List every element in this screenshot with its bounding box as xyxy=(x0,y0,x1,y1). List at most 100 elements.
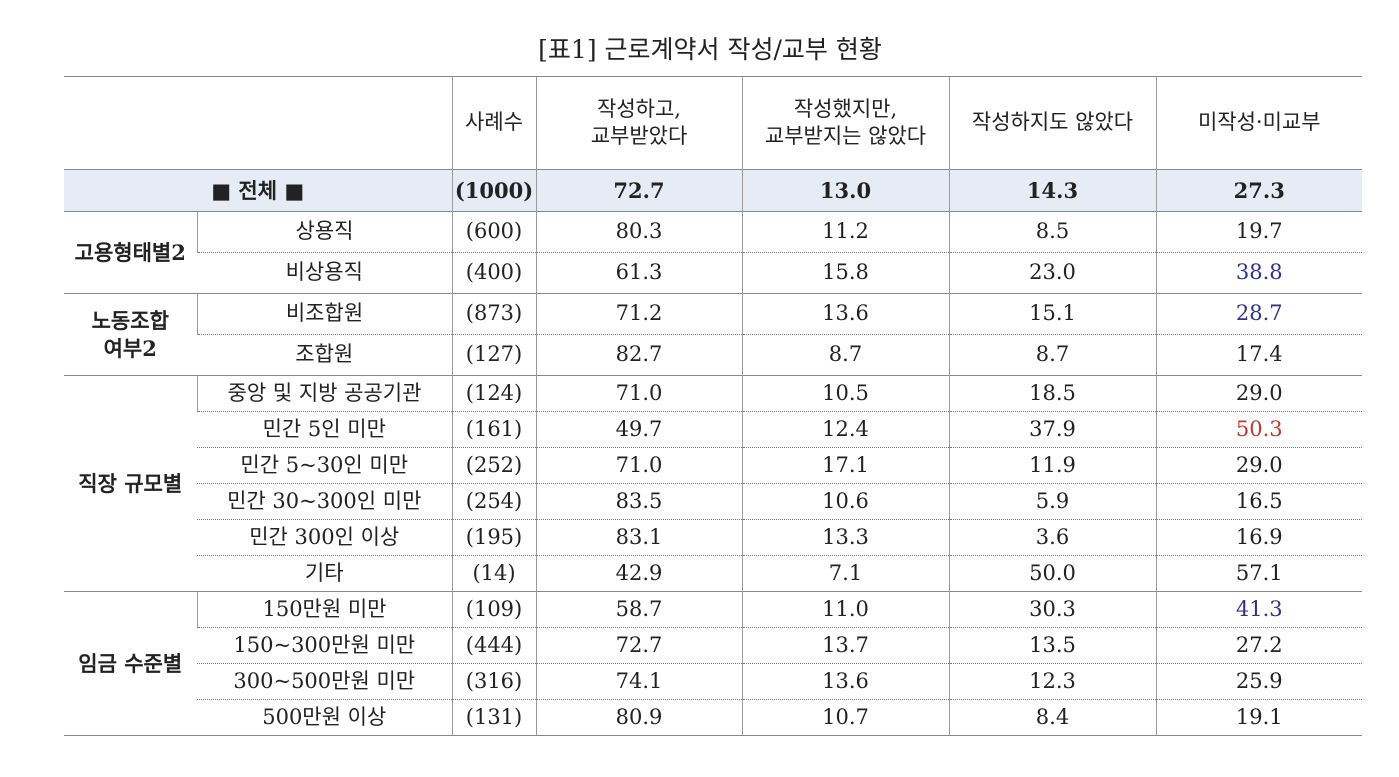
cell: (1000) xyxy=(451,169,536,212)
cell: 10.6 xyxy=(741,483,949,520)
cell: 10.5 xyxy=(741,375,949,412)
group-label: 노동조합 여부2 xyxy=(64,293,197,376)
cell: (14) xyxy=(451,555,536,592)
cell: 61.3 xyxy=(535,252,742,294)
column-header: 미작성·미교부 xyxy=(1155,76,1362,170)
row-label: 중앙 및 지방 공공기관 xyxy=(196,375,452,412)
cell: 41.3 xyxy=(1155,591,1362,628)
cell: 19.1 xyxy=(1155,699,1362,736)
cell: 12.3 xyxy=(948,663,1156,700)
cell: 37.9 xyxy=(948,411,1156,448)
row-label: 민간 5~30인 미만 xyxy=(197,447,452,484)
data-row: 직장 규모별 중앙 및 지방 공공기관 (124) 71.0 10.5 18.5 29.0 xyxy=(64,375,1362,592)
data-row: 민간 5~30인 미만 (252) 71.0 17.1 11.9 29.0 xyxy=(64,447,1362,484)
cell: 29.0 xyxy=(1155,375,1362,412)
data-row: 민간 5인 미만 (161) 49.7 12.4 37.9 50.3 xyxy=(64,411,1362,448)
cell: 13.6 xyxy=(741,663,949,700)
column-header: 작성하지도 않았다 xyxy=(948,76,1156,170)
cell: 83.1 xyxy=(535,519,742,556)
cell: 13.7 xyxy=(741,627,949,664)
cell: (195) xyxy=(451,519,536,556)
group-label: 고용형태별2 xyxy=(64,211,197,294)
column-header: 사례수 xyxy=(451,76,536,170)
cell: 11.0 xyxy=(741,591,949,628)
group-label: 임금 수준별 xyxy=(64,591,197,736)
cell: 13.0 xyxy=(741,169,949,212)
row-label: 300~500만원 미만 xyxy=(197,663,452,700)
cell: 27.3 xyxy=(1155,169,1362,212)
cell: 12.4 xyxy=(741,411,949,448)
cell: 5.9 xyxy=(948,483,1156,520)
cell: (109) xyxy=(451,591,536,628)
cell: (600) xyxy=(451,211,536,253)
cell: 25.9 xyxy=(1155,663,1362,700)
cell: (316) xyxy=(451,663,536,700)
cell: 8.5 xyxy=(948,211,1156,253)
cell: 29.0 xyxy=(1155,447,1362,484)
row-label: 150만원 미만 xyxy=(196,591,452,628)
cell: 30.3 xyxy=(948,591,1156,628)
cell: 50.3 xyxy=(1155,411,1362,448)
column-header: 작성했지만, 교부받지는 않았다 xyxy=(741,76,949,170)
total-label: ■ 전체 ■ xyxy=(64,169,452,212)
data-row: 비상용직 (400) 61.3 15.8 23.0 38.8 xyxy=(64,252,1362,294)
cell: (161) xyxy=(451,411,536,448)
cell: 8.7 xyxy=(948,334,1156,376)
cell: (254) xyxy=(451,483,536,520)
cell: 17.1 xyxy=(741,447,949,484)
cell: 82.7 xyxy=(535,334,742,376)
cell: (444) xyxy=(451,627,536,664)
group-label: 직장 규모별 xyxy=(64,375,197,592)
cell: 58.7 xyxy=(535,591,742,628)
cell: 80.3 xyxy=(535,211,742,253)
cell: 11.2 xyxy=(741,211,949,253)
row-label: 조합원 xyxy=(197,334,452,376)
cell: 15.1 xyxy=(948,293,1156,335)
cell: 10.7 xyxy=(741,699,949,736)
cell: 14.3 xyxy=(948,169,1156,212)
cell: 13.5 xyxy=(948,627,1156,664)
cell: 83.5 xyxy=(535,483,742,520)
row-label: 기타 xyxy=(197,555,452,592)
data-row: 임금 수준별 150만원 미만 (109) 58.7 11.0 30.3 41.3 xyxy=(64,591,1362,736)
cell: 71.0 xyxy=(535,447,742,484)
cell: 11.9 xyxy=(948,447,1156,484)
table: 사례수 작성하고, 교부받았다 작성했지만, 교부받지는 않았다 작성하지도 않았다 미… xyxy=(64,76,1362,736)
cell: 71.0 xyxy=(535,375,742,412)
cell: 15.8 xyxy=(741,252,949,294)
column-header: 작성하고, 교부받았다 xyxy=(535,76,742,170)
row-label: 민간 30~300인 미만 xyxy=(197,483,452,520)
cell: 28.7 xyxy=(1155,293,1362,335)
data-row: 500만원 이상 (131) 80.9 10.7 8.4 19.1 xyxy=(64,699,1362,736)
cell: 8.4 xyxy=(948,699,1156,736)
cell: 72.7 xyxy=(535,627,742,664)
total-row: ■ 전체 ■ (1000) 72.7 13.0 14.3 27.3 xyxy=(64,169,1362,212)
data-row: 150~300만원 미만 (444) 72.7 13.7 13.5 27.2 xyxy=(64,627,1362,664)
corner xyxy=(64,76,452,170)
cell: 7.1 xyxy=(741,555,949,592)
row-label: 민간 300인 이상 xyxy=(197,519,452,556)
cell: 13.3 xyxy=(741,519,949,556)
cell: 50.0 xyxy=(948,555,1156,592)
row-label: 500만원 이상 xyxy=(197,699,452,736)
cell: 72.7 xyxy=(535,169,742,212)
cell: 42.9 xyxy=(535,555,742,592)
title: [표1] 근로계약서 작성/교부 현황 xyxy=(538,35,882,64)
cell: 27.2 xyxy=(1155,627,1362,664)
data-row: 민간 30~300인 미만 (254) 83.5 10.6 5.9 16.5 xyxy=(64,483,1362,520)
cell: 80.9 xyxy=(535,699,742,736)
row-label: 비상용직 xyxy=(197,252,452,294)
cell: 16.5 xyxy=(1155,483,1362,520)
cell: (873) xyxy=(451,293,536,335)
cell: 13.6 xyxy=(741,293,949,335)
cell: 23.0 xyxy=(948,252,1156,294)
cell: (124) xyxy=(451,375,536,412)
data-row: 300~500만원 미만 (316) 74.1 13.6 12.3 25.9 xyxy=(64,663,1362,700)
cell: 74.1 xyxy=(535,663,742,700)
cell: 17.4 xyxy=(1155,334,1362,376)
cell: 16.9 xyxy=(1155,519,1362,556)
cell: 8.7 xyxy=(741,334,949,376)
row-label: 상용직 xyxy=(196,211,452,253)
row-label: 비조합원 xyxy=(196,293,452,335)
